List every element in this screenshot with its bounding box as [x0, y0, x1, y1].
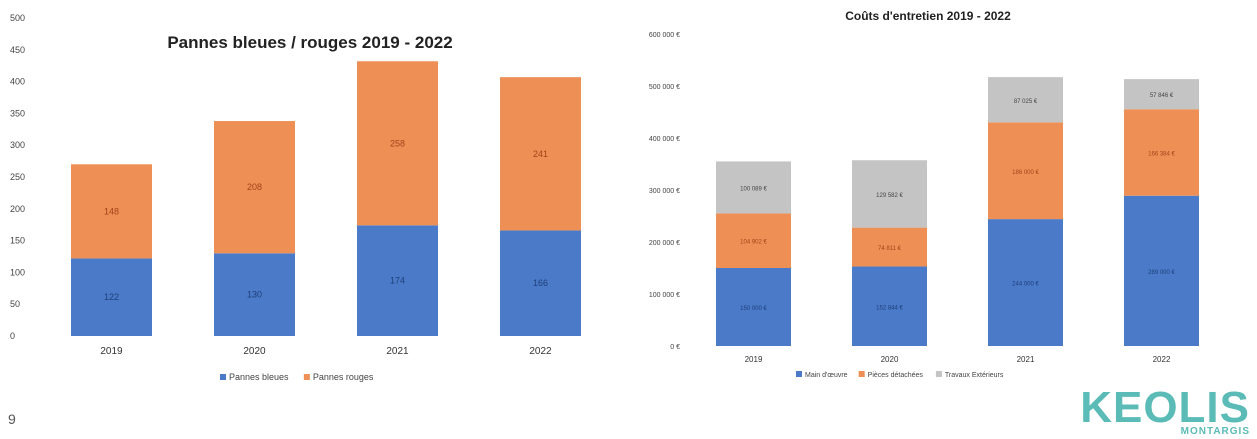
y-tick-label: 400 000 € [649, 136, 680, 143]
y-tick-label: 500 000 € [649, 84, 680, 91]
pannes-chart: Pannes bleues / rouges 2019 - 2022 0 50 100… [10, 13, 581, 382]
legend-label: Travaux Extérieurs [945, 372, 1004, 379]
y-tick-label: 300 000 € [649, 188, 680, 195]
bar-2 [1124, 79, 1199, 110]
svg-text:MONTARGIS: MONTARGIS [1181, 426, 1250, 436]
bar-value-label: 152 844 € [876, 305, 903, 311]
bar-value-label: 57 846 € [1150, 93, 1174, 99]
y-tick-label: 100 [10, 267, 25, 277]
y-tick-label: 250 [10, 172, 25, 182]
bar-1 [357, 61, 438, 226]
bar-0 [500, 230, 581, 336]
bar-value-label: 129 582 € [876, 193, 903, 199]
x-tick-label: 2021 [1017, 355, 1035, 364]
bar-1 [1124, 109, 1199, 196]
bar-1 [716, 213, 791, 268]
bar-1 [214, 121, 295, 254]
bar-value-label: 258 [390, 138, 405, 148]
legend-swatch [303, 374, 310, 380]
bar-value-label: 244 000 € [1012, 282, 1039, 288]
bar-2 [852, 160, 927, 228]
bar-value-label: 130 [247, 290, 262, 300]
y-tick-label: 50 [10, 299, 20, 309]
bar-value-label: 87 025 € [1014, 99, 1038, 105]
y-tick-label: 200 000 € [649, 240, 680, 247]
bar-value-label: 74 811 € [878, 246, 902, 252]
y-tick-label: 200 [10, 204, 25, 214]
svg-text:KEOLIS: KEOLIS [1080, 386, 1250, 432]
x-tick-label: 2020 [243, 346, 266, 357]
bar-value-label: 186 000 € [1012, 170, 1039, 176]
bar-0 [214, 253, 295, 336]
bar-value-label: 174 [390, 276, 405, 286]
y-tick-label: 450 [10, 45, 25, 55]
legend-label: Main d'œuvre [805, 372, 848, 379]
y-tick-label: 0 € [670, 344, 680, 351]
y-tick-label: 500 [10, 13, 25, 23]
bar-value-label: 104 902 € [740, 240, 767, 246]
bar-1 [71, 164, 152, 259]
bar-value-label: 122 [104, 292, 119, 302]
bar-1 [500, 77, 581, 231]
legend-swatch [220, 374, 226, 380]
y-tick-label: 400 [10, 77, 25, 87]
x-tick-label: 2020 [881, 355, 899, 364]
legend-swatch [935, 371, 942, 377]
y-tick-label: 600 000 € [649, 32, 680, 39]
bar-value-label: 166 [533, 278, 548, 288]
x-tick-label: 2019 [745, 355, 763, 364]
bar-0 [988, 219, 1063, 346]
legend-swatch [858, 371, 865, 377]
bar-1 [852, 227, 927, 267]
chart-title: Pannes bleues / rouges 2019 - 2022 [167, 33, 452, 52]
y-tick-label: 300 [10, 140, 25, 150]
bar-1 [988, 122, 1063, 220]
y-tick-label: 0 [10, 331, 15, 341]
bar-value-label: 241 [533, 149, 548, 159]
x-tick-label: 2022 [1153, 355, 1171, 364]
bar-value-label: 166 384 € [1148, 151, 1175, 157]
bar-0 [716, 268, 791, 346]
y-tick-label: 150 [10, 236, 25, 246]
x-tick-label: 2022 [529, 346, 552, 357]
legend-label: Pannes rouges [313, 372, 374, 382]
couts-chart: Coûts d'entretien 2019 - 2022 0 € 100 000 … [649, 9, 1199, 379]
keolis-logo: KEOLIS MONTARGIS [1080, 386, 1250, 436]
bar-2 [716, 161, 791, 214]
y-tick-label: 350 [10, 108, 25, 118]
bar-value-label: 208 [247, 182, 262, 192]
page-number: 9 [8, 411, 16, 427]
x-tick-label: 2021 [386, 346, 409, 357]
bar-0 [1124, 195, 1199, 346]
legend-label: Pièces détachées [868, 372, 924, 379]
bar-0 [71, 258, 152, 336]
bar-0 [852, 266, 927, 346]
bar-value-label: 148 [104, 206, 119, 216]
x-tick-label: 2019 [100, 346, 123, 357]
bar-value-label: 100 089 € [740, 186, 767, 192]
chart-title: Coûts d'entretien 2019 - 2022 [845, 9, 1011, 23]
legend-swatch [796, 371, 802, 377]
bar-0 [357, 225, 438, 336]
legend-label: Pannes bleues [229, 372, 289, 382]
bar-value-label: 289 000 € [1148, 270, 1175, 276]
y-tick-label: 100 000 € [649, 292, 680, 299]
bar-2 [988, 77, 1063, 123]
bar-value-label: 150 000 € [740, 306, 767, 312]
